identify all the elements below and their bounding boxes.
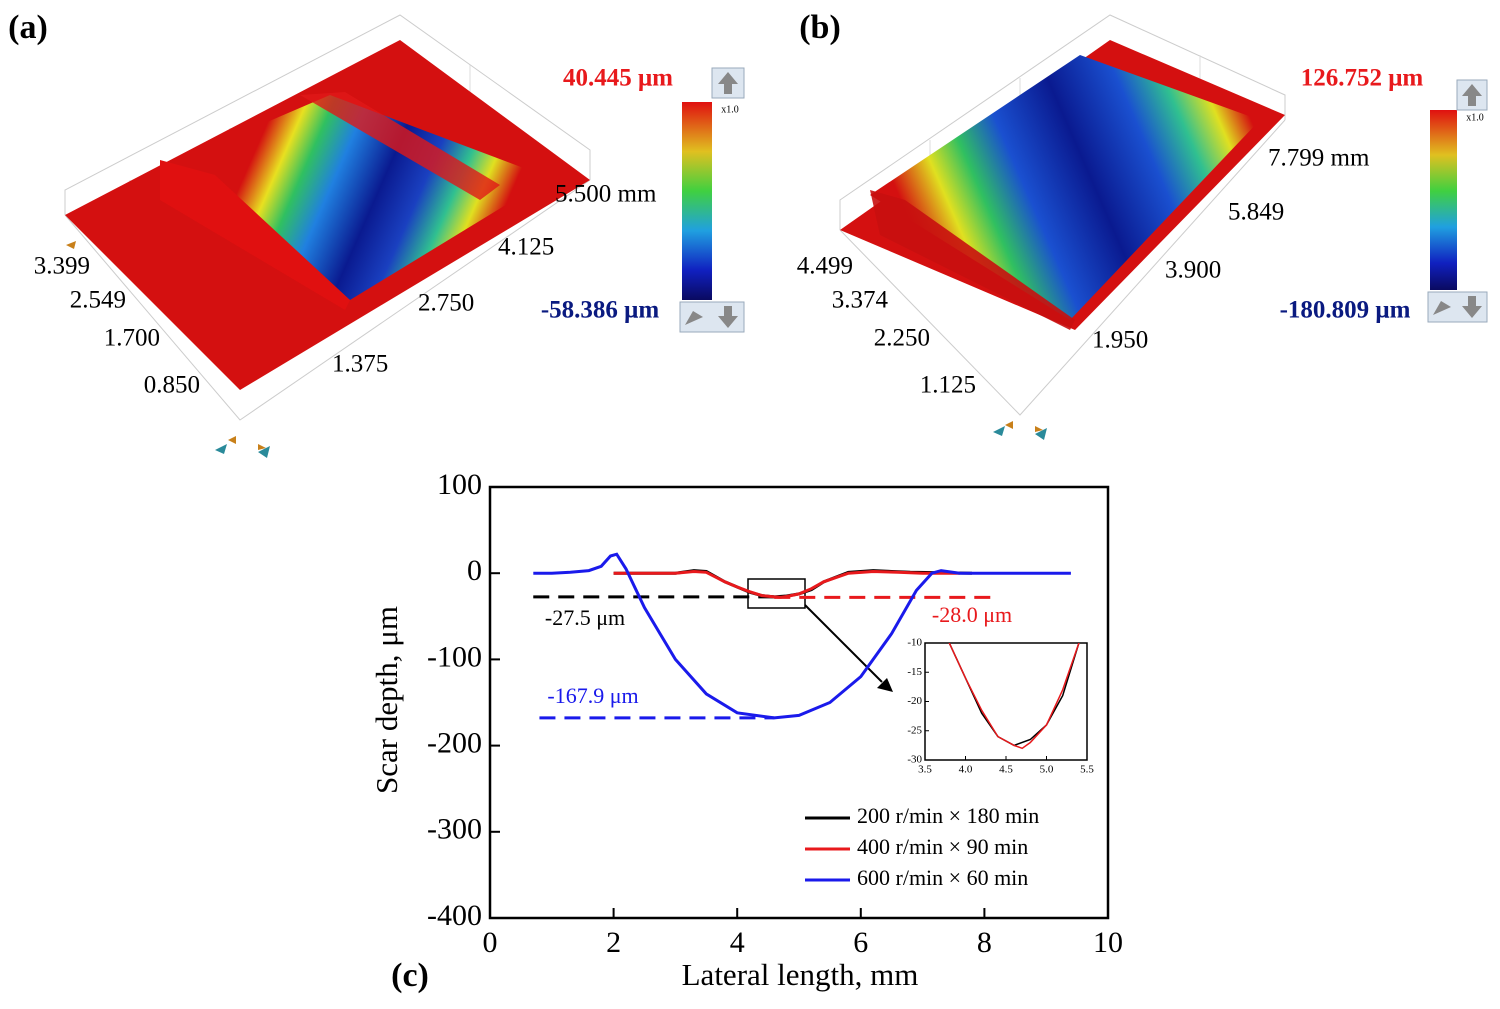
axis-label: 3.374 [832,287,889,314]
x-tick-label: 6 [853,926,868,959]
x-tick-label: 0 [483,926,498,959]
legend-label: 600 r/min × 60 min [857,865,1028,890]
y-tick-label: 100 [437,468,482,501]
scale-min: -180.809 μm [1280,297,1411,324]
panel-label: (a) [8,9,48,46]
reference-label: -27.5 μm [545,605,625,630]
inset-x-tick-label: 4.5 [999,764,1013,776]
axis-label: 2.250 [874,325,930,352]
inset-frame [924,642,1088,761]
legend-label: 400 r/min × 90 min [857,834,1028,859]
x-tick-label: 2 [606,926,621,959]
axis-label: 1.700 [104,325,160,352]
inset-y-tick-label: -30 [907,754,922,766]
inset-y-tick-label: -20 [907,695,922,707]
axis-label: 3.900 [1165,257,1221,284]
inset-y-tick-label: -10 [907,637,922,649]
surface-a [64,14,745,458]
inset-x-tick-label: 3.5 [918,764,932,776]
scale-factor: x1.0 [1466,112,1484,123]
reference-label: -167.9 μm [547,683,638,708]
x-tick-label: 4 [730,926,745,959]
x-axis-label: Lateral length, mm [682,957,919,992]
panel-label: (b) [799,9,841,46]
plot-frame [488,485,1110,920]
inset-line [948,643,1080,750]
scale-max: 40.445 μm [563,65,673,92]
axis-label: 1.125 [920,372,976,399]
inset-y-tick-label: -15 [907,666,922,678]
axis-label: 1.950 [1092,327,1148,354]
colorbar-b [1430,110,1457,290]
y-tick-label: 0 [467,554,482,587]
y-axis-label: Scar depth, μm [369,606,404,794]
inset-y-tick-label: -25 [907,724,922,736]
axis-label: 2.750 [418,290,474,317]
y-tick-label: -100 [427,640,482,673]
series-line [533,552,1071,720]
legend-label: 200 r/min × 180 min [857,803,1039,828]
y-tick-label: -300 [427,813,482,846]
axis-label: 7.799 mm [1268,145,1370,172]
axis-label: 5.500 mm [555,181,657,208]
axis-label: 4.499 [797,253,853,280]
reference-label: -28.0 μm [932,602,1012,627]
x-tick-label: 10 [1093,926,1123,959]
x-tick-label: 8 [977,926,992,959]
scale-min: -58.386 μm [541,297,659,324]
y-tick-label: -400 [427,899,482,932]
axis-label: 1.375 [332,351,388,378]
axis-label: 3.399 [34,253,90,280]
scale-factor: x1.0 [721,104,739,115]
panel-label: (c) [391,957,429,994]
inset-x-tick-label: 4.0 [959,764,973,776]
series-line [613,569,960,599]
axis-label: 0.850 [144,372,200,399]
axis-label: 5.849 [1228,199,1284,226]
axis-label: 2.549 [70,287,126,314]
zoom-arrow [804,604,883,683]
colorbar-a [682,102,712,300]
inset-x-tick-label: 5.0 [1040,764,1054,776]
scale-max: 126.752 μm [1301,65,1424,92]
y-tick-label: -200 [427,726,482,759]
surface-b [839,14,1488,440]
arrow-head [877,678,893,692]
inset-x-tick-label: 5.5 [1080,764,1094,776]
zoom-box [747,578,806,609]
axis-label: 4.125 [498,234,554,261]
